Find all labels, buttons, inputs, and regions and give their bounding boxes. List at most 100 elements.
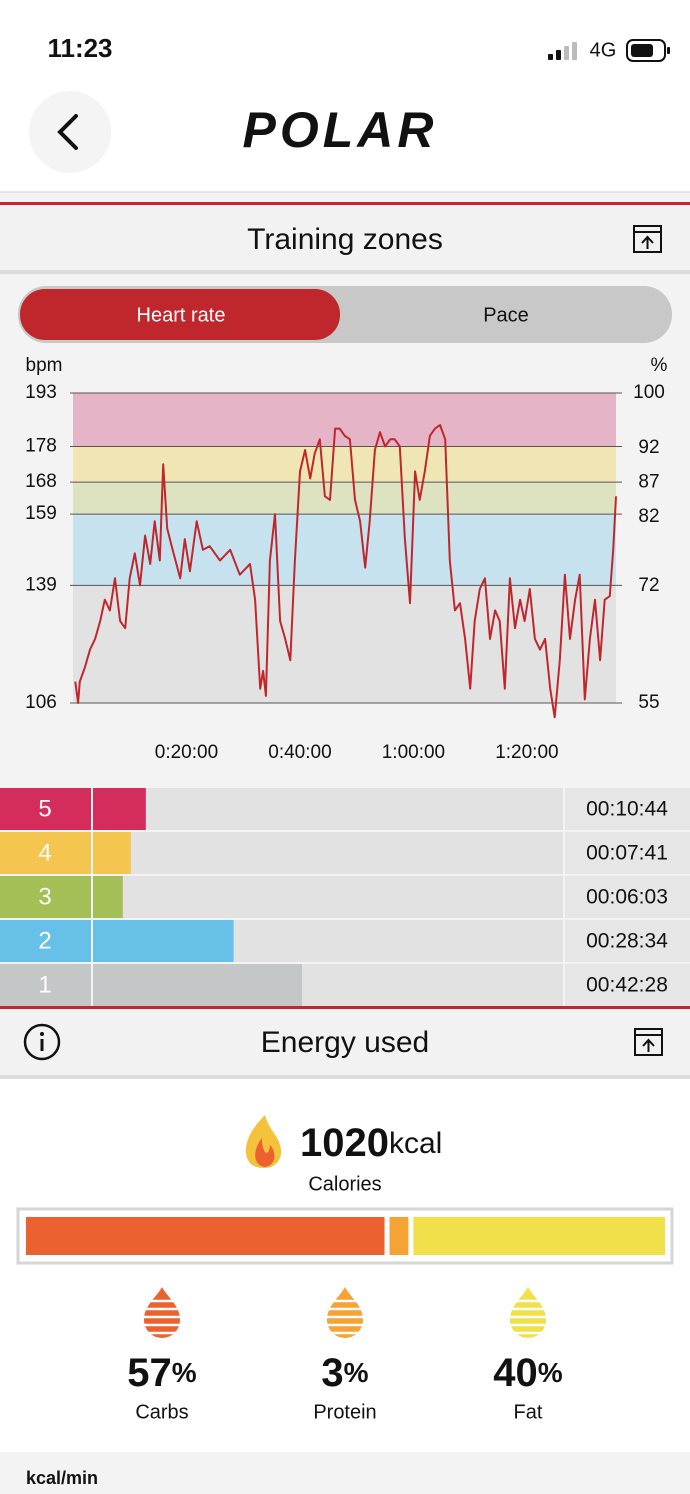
export-button[interactable] bbox=[633, 225, 662, 253]
y2-tick-label: 55 bbox=[638, 692, 659, 713]
y-tick-label: 106 bbox=[25, 692, 57, 713]
export-button[interactable] bbox=[634, 1028, 663, 1056]
zone-bar bbox=[93, 788, 146, 830]
section-title: Energy used bbox=[261, 1026, 429, 1059]
zone-cell bbox=[0, 788, 91, 830]
section-header bbox=[0, 1009, 690, 1075]
zone-cell bbox=[0, 920, 91, 962]
zone-time: 00:42:28 bbox=[586, 974, 668, 997]
zone-bar bbox=[93, 832, 131, 874]
percent-unit: % bbox=[344, 1357, 369, 1388]
battery-icon bbox=[626, 39, 670, 62]
nutrient-name: Carbs bbox=[135, 1401, 188, 1423]
section-title: Training zones bbox=[247, 223, 443, 256]
heart-rate-line bbox=[74, 424, 617, 719]
info-button[interactable] bbox=[23, 1023, 61, 1061]
y2-tick-label: 87 bbox=[638, 472, 659, 493]
y-tick-label: 178 bbox=[25, 435, 57, 456]
zone-time: 00:07:41 bbox=[586, 842, 668, 865]
zone-track bbox=[93, 876, 563, 918]
tab-label[interactable]: Heart rate bbox=[137, 304, 226, 326]
x-tick-label: 0:40:00 bbox=[268, 742, 331, 763]
x-tick-label: 1:20:00 bbox=[495, 742, 558, 763]
percent-value: 40 bbox=[493, 1351, 538, 1395]
y2-tick-label: 92 bbox=[638, 437, 659, 458]
y-tick-label: 168 bbox=[25, 471, 57, 492]
zone-label: 5 bbox=[38, 795, 51, 822]
section-shadow bbox=[0, 270, 690, 274]
zone-cell bbox=[0, 964, 91, 1006]
zone-band bbox=[73, 446, 616, 483]
zone-band bbox=[73, 514, 616, 586]
zone-label: 1 bbox=[38, 971, 51, 998]
y-tick-label: 159 bbox=[25, 503, 57, 524]
flame-icon bbox=[245, 1115, 282, 1168]
zone-label: 3 bbox=[38, 883, 51, 910]
calories-label: Calories bbox=[308, 1173, 381, 1195]
accent-line bbox=[0, 1006, 690, 1009]
signal-icon bbox=[548, 42, 577, 60]
zone-cell bbox=[0, 832, 91, 874]
x-tick-label: 1:00:00 bbox=[382, 742, 445, 763]
calories-value: 1020 bbox=[300, 1121, 389, 1165]
zone-bar bbox=[93, 876, 123, 918]
percent-unit: % bbox=[172, 1357, 197, 1388]
zone-time-cell bbox=[565, 920, 690, 962]
accent-line bbox=[0, 202, 690, 205]
zone-time-cell bbox=[565, 788, 690, 830]
status-network: 4G bbox=[590, 39, 617, 61]
nutrient-percent: 3% bbox=[321, 1351, 368, 1395]
tab-active bbox=[20, 289, 340, 340]
section-header bbox=[0, 205, 690, 270]
nutrient-name: Fat bbox=[514, 1401, 543, 1423]
zone-bar bbox=[93, 964, 302, 1006]
nutrient-percent: 57% bbox=[127, 1351, 197, 1395]
zone-track bbox=[93, 788, 563, 830]
zone-time-cell bbox=[565, 876, 690, 918]
calories-unit: kcal bbox=[389, 1127, 442, 1160]
zone-time: 00:10:44 bbox=[586, 798, 668, 821]
nutrient-icon bbox=[508, 1287, 548, 1338]
zone-band bbox=[73, 393, 616, 447]
y2-axis-label: % bbox=[651, 355, 668, 376]
energy-segment bbox=[413, 1217, 665, 1255]
y2-tick-label: 82 bbox=[638, 506, 659, 527]
y2-tick-label: 100 bbox=[633, 382, 665, 403]
zone-cell bbox=[0, 876, 91, 918]
nutrient-percent: 40% bbox=[493, 1351, 563, 1395]
calories: 1020kcal bbox=[300, 1121, 442, 1165]
y2-tick-label: 72 bbox=[638, 575, 659, 596]
y-tick-label: 193 bbox=[25, 382, 57, 403]
status-time: 11:23 bbox=[47, 33, 112, 63]
zone-band bbox=[73, 585, 616, 703]
back-button[interactable] bbox=[29, 91, 111, 173]
tab-label[interactable]: Pace bbox=[483, 304, 529, 326]
header-bg bbox=[0, 0, 690, 192]
percent-value: 3 bbox=[321, 1351, 343, 1395]
zone-time-cell bbox=[565, 964, 690, 1006]
y-axis-label: bpm bbox=[26, 355, 63, 376]
zone-track bbox=[93, 832, 563, 874]
footer-label: kcal/min bbox=[26, 1468, 98, 1488]
energy-segment bbox=[26, 1217, 385, 1255]
section-shadow bbox=[0, 1075, 690, 1079]
footer-bg bbox=[0, 1452, 690, 1494]
nutrient-icon bbox=[142, 1287, 182, 1338]
nutrient-name: Protein bbox=[313, 1401, 376, 1423]
zone-label: 2 bbox=[38, 927, 51, 954]
percent-value: 57 bbox=[127, 1351, 172, 1395]
zone-time-cell bbox=[565, 832, 690, 874]
zone-bar bbox=[93, 920, 234, 962]
y-tick-label: 139 bbox=[25, 574, 57, 595]
zone-time: 00:28:34 bbox=[586, 930, 668, 953]
x-tick-label: 0:20:00 bbox=[155, 742, 218, 763]
energy-segment bbox=[389, 1217, 409, 1255]
nutrient-icon bbox=[325, 1287, 365, 1338]
zone-band bbox=[73, 482, 616, 515]
zone-time: 00:06:03 bbox=[586, 886, 668, 909]
brand-logo: POLAR bbox=[243, 102, 438, 158]
zone-label: 4 bbox=[38, 839, 51, 866]
percent-unit: % bbox=[538, 1357, 563, 1388]
